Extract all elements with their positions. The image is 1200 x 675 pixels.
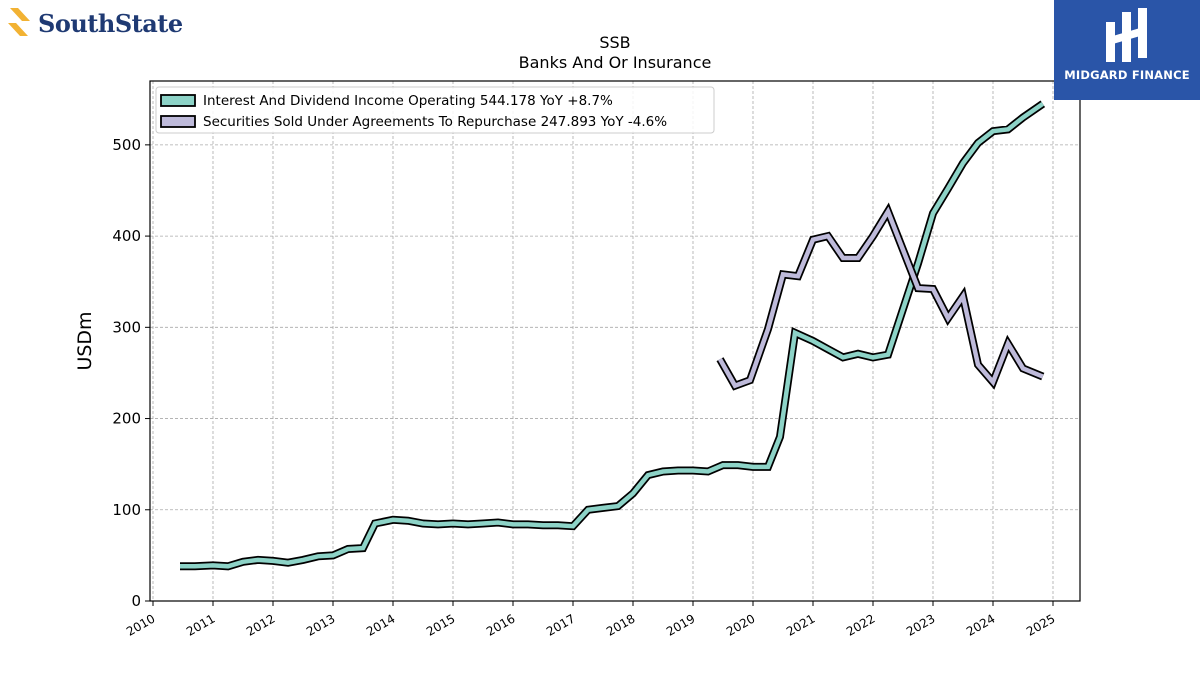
midgard-logo: MIDGARD FINANCE — [1054, 0, 1200, 100]
midgard-mark-icon — [1106, 8, 1147, 62]
x-tick-label: 2014 — [364, 611, 397, 638]
x-tick-label: 2019 — [664, 611, 697, 638]
x-tick-label: 2024 — [964, 611, 997, 638]
chart-subtitle: Banks And Or Insurance — [518, 53, 712, 72]
y-tick-label: 400 — [112, 227, 141, 245]
midgard-brand: MIDGARD FINANCE — [1064, 68, 1190, 82]
legend-entry-label: Securities Sold Under Agreements To Repu… — [203, 114, 667, 130]
x-tick-label: 2017 — [544, 611, 577, 638]
x-tick-label: 2018 — [604, 611, 637, 638]
y-tick-label: 200 — [112, 410, 141, 428]
series-1-line — [718, 206, 1044, 389]
grid-lines — [150, 81, 1080, 602]
series-layer — [180, 100, 1046, 571]
series-0-line — [180, 101, 1045, 569]
southstate-brand: SouthState — [38, 9, 183, 38]
y-tick-label: 500 — [112, 136, 141, 154]
x-tick-label: 2023 — [904, 611, 937, 638]
legend-entry-label: Interest And Dividend Income Operating 5… — [203, 93, 613, 109]
x-tick-label: 2016 — [484, 611, 517, 638]
southstate-logo: SouthState — [4, 4, 184, 44]
chart-title: SSB — [599, 33, 631, 52]
series-0-outline — [180, 100, 1046, 571]
legend-swatch — [160, 115, 196, 128]
x-tick-label: 2020 — [724, 611, 757, 638]
y-tick-label: 100 — [112, 501, 141, 519]
plot-frame — [149, 80, 1081, 602]
y-tick-label: 300 — [112, 318, 141, 336]
legend: Interest And Dividend Income Operating 5… — [155, 86, 715, 134]
x-tick-label: 2021 — [784, 611, 817, 638]
y-axis-label: USDm — [74, 311, 96, 370]
x-tick-label: 2011 — [184, 611, 217, 638]
x-tick-label: 2015 — [424, 611, 457, 638]
y-tick-label: 0 — [131, 592, 141, 610]
legend-box — [155, 86, 715, 134]
x-tick-label: 2010 — [124, 611, 157, 638]
southstate-mark-icon — [8, 8, 30, 36]
legend-swatch — [160, 94, 196, 107]
x-tick-label: 2012 — [244, 611, 277, 638]
x-tick-label: 2013 — [304, 611, 337, 638]
x-tick-label: 2025 — [1024, 611, 1057, 638]
x-tick-label: 2022 — [844, 611, 877, 638]
